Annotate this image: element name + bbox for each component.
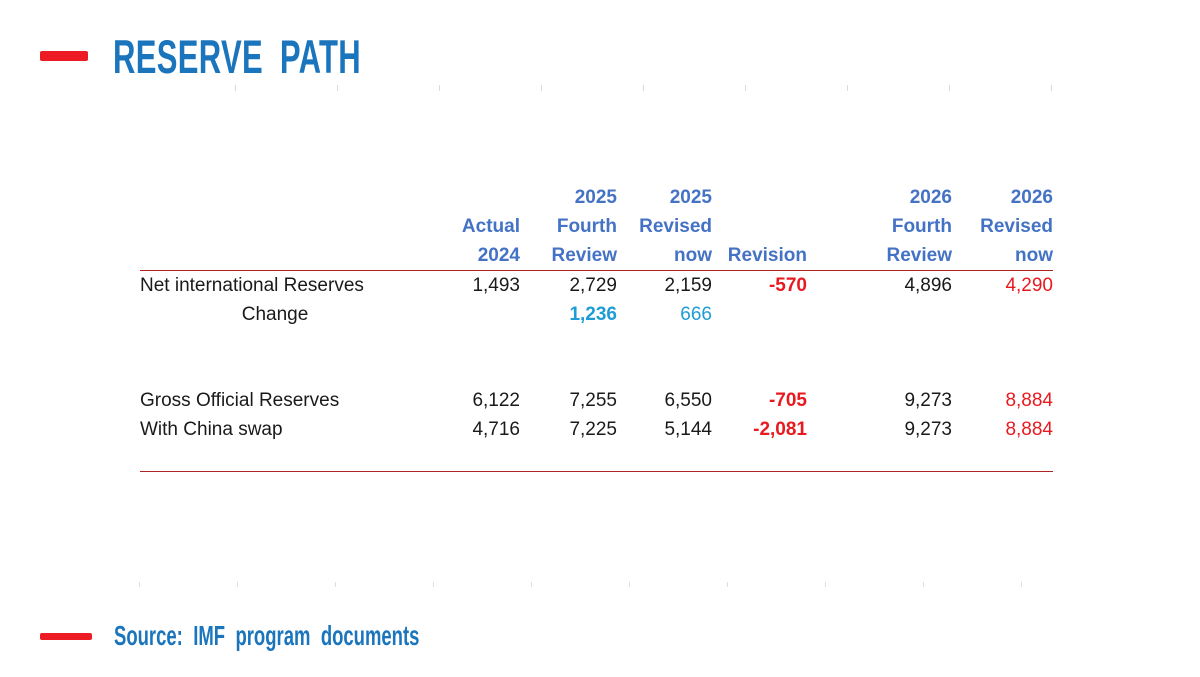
table-cell: 7,255: [569, 390, 617, 411]
table-cell: 2,729: [569, 275, 617, 296]
table-cell: 1,493: [472, 275, 520, 296]
header-2025-fourth-review: 2025 Fourth Review: [520, 183, 617, 271]
table-cell-revision: -705: [768, 390, 807, 411]
table-cell: 4,896: [904, 275, 952, 296]
title-accent-dash-icon: [40, 51, 88, 61]
reserve-path-table: Actual 2024 2025 Fourth Review 2025 Revi…: [140, 183, 1053, 472]
table-cell-spacer: [807, 271, 857, 301]
table-cell-spacer: [807, 300, 857, 329]
table-cell: 9,273: [904, 390, 952, 411]
table-cell-revision: -570: [768, 275, 807, 296]
row-label: Net international Reserves: [140, 275, 364, 296]
table-spacer-row: [140, 329, 1053, 386]
table-cell: [410, 300, 520, 329]
table-cell-revised: 4,290: [1005, 275, 1053, 296]
slide-footer: Source: IMF program documents: [40, 620, 577, 652]
table-row-net-international-reserves: Net international Reserves 1,493 2,729 2…: [140, 271, 1053, 301]
header-actual-2024: Actual 2024: [410, 183, 520, 271]
table-cell-revised: 8,884: [1005, 419, 1053, 440]
header-revision: Revision: [712, 183, 807, 271]
header-2026-revised-now: 2026 Revised now: [952, 183, 1053, 271]
table-cell-spacer: [807, 415, 857, 444]
slide-header: RESERVE PATH: [40, 33, 489, 80]
source-accent-dash-icon: [40, 632, 92, 640]
table-cell: [952, 300, 1053, 329]
table-cell-revision: -2,081: [753, 419, 807, 440]
table-cell: [857, 300, 952, 329]
table-header-row: Actual 2024 2025 Fourth Review 2025 Revi…: [140, 183, 1053, 271]
table-cell: [712, 300, 807, 329]
table-cell: 1,236: [569, 304, 617, 325]
table-cell: 2,159: [664, 275, 712, 296]
header-spacer-column: [807, 183, 857, 271]
table-cell: 666: [680, 304, 712, 325]
page-title: RESERVE PATH: [113, 29, 362, 83]
table-row-change: Change 1,236 666: [140, 300, 1053, 329]
ruler-ticks-bottom: [139, 582, 1022, 587]
row-label: Change: [241, 304, 309, 325]
row-label: With China swap: [140, 419, 283, 440]
page-title-wrap: RESERVE PATH: [113, 33, 489, 80]
table-row-with-china-swap: With China swap 4,716 7,225 5,144 -2,081…: [140, 415, 1053, 444]
ruler-ticks-top: [235, 85, 1058, 91]
table-cell: 7,225: [569, 419, 617, 440]
table-cell: 9,273: [904, 419, 952, 440]
table-cell: 6,550: [664, 390, 712, 411]
table-cell: 5,144: [664, 419, 712, 440]
row-label: Gross Official Reserves: [140, 390, 340, 411]
table-cell-spacer: [807, 386, 857, 415]
table-header: Actual 2024 2025 Fourth Review 2025 Revi…: [140, 183, 1053, 271]
source-note: Source: IMF program documents: [114, 620, 420, 651]
table-cell: 6,122: [472, 390, 520, 411]
header-2025-revised-now: 2025 Revised now: [617, 183, 712, 271]
table-row-gross-official-reserves: Gross Official Reserves 6,122 7,255 6,55…: [140, 386, 1053, 415]
table-cell-revised: 8,884: [1005, 390, 1053, 411]
header-label-column: [140, 183, 410, 271]
table-bottom-rule: [140, 444, 1053, 472]
header-2026-fourth-review: 2026 Fourth Review: [857, 183, 952, 271]
table-cell: 4,716: [472, 419, 520, 440]
